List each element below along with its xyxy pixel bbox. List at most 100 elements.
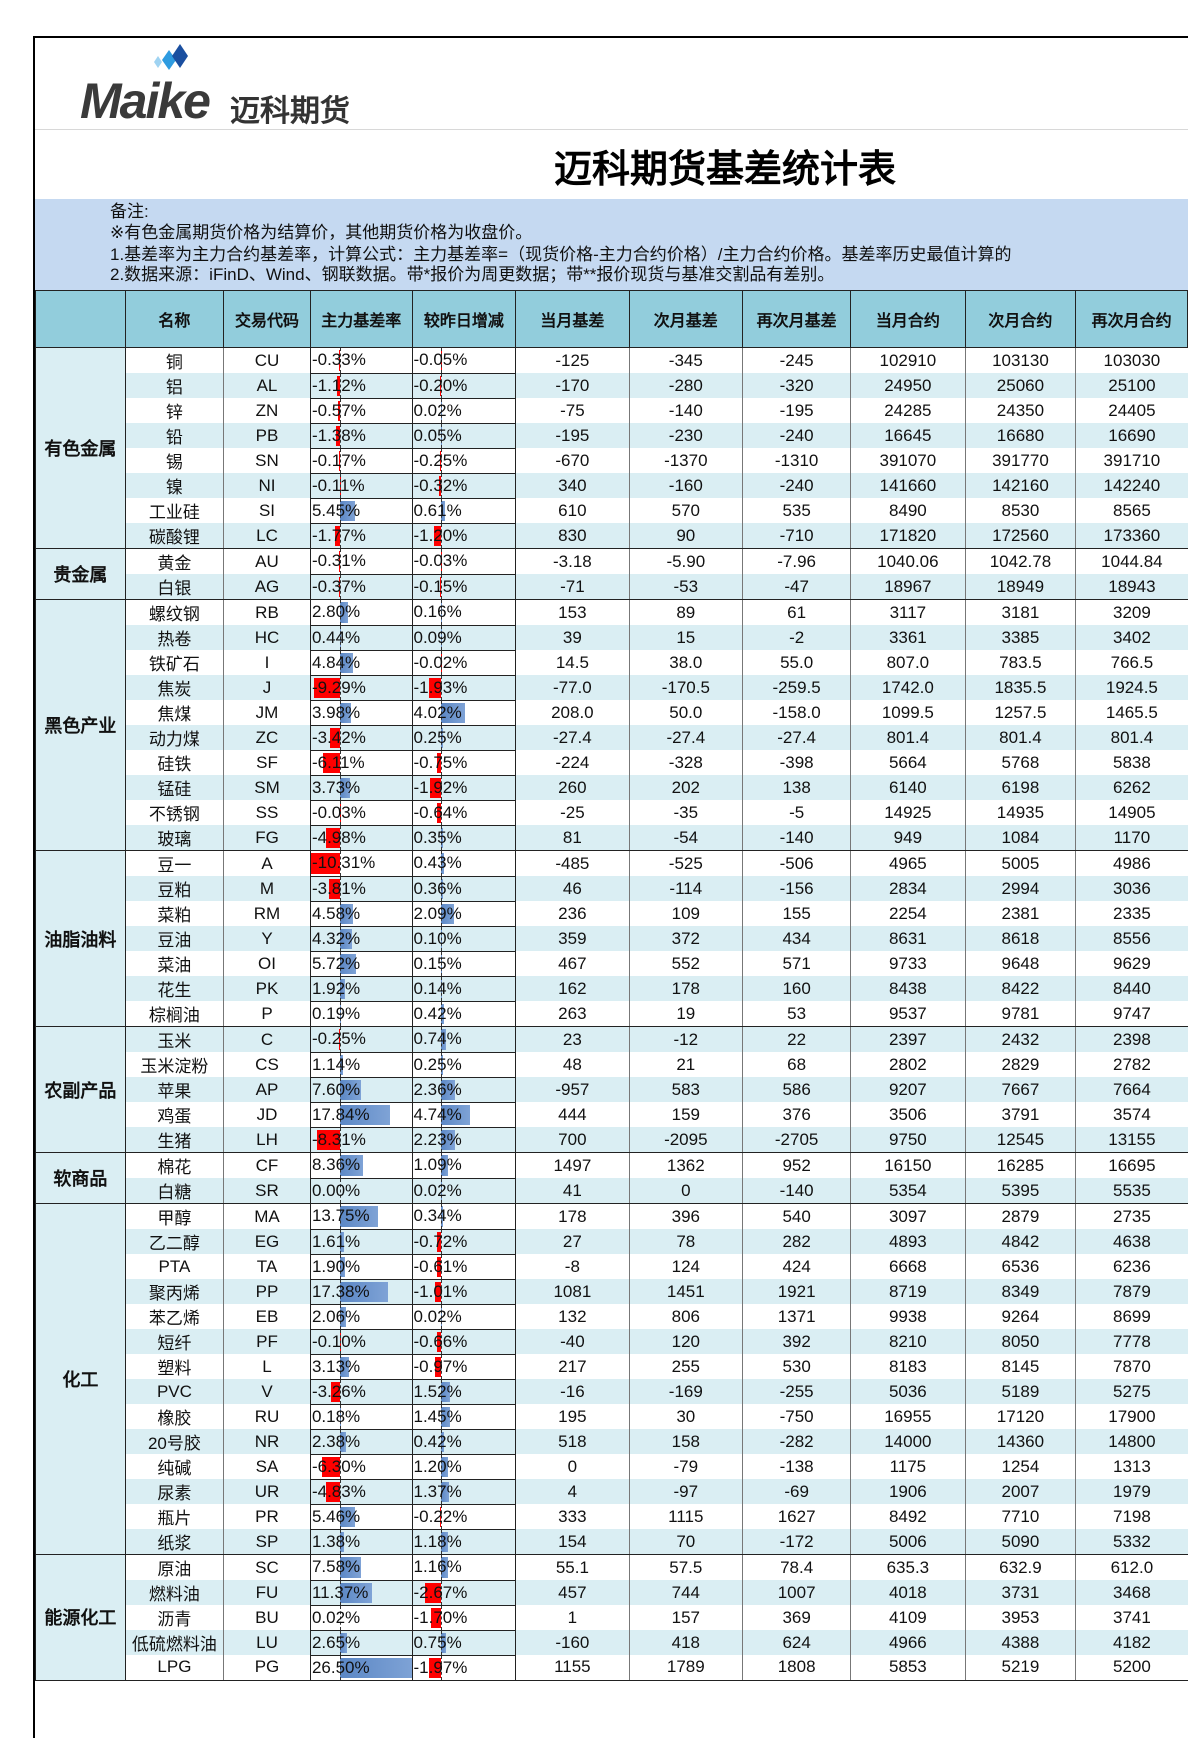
value-text: 3.98% xyxy=(312,703,360,722)
daily-change-cell: -0.05% xyxy=(412,348,516,374)
code-cell: FG xyxy=(224,825,311,851)
next-month-contract-cell: 5768 xyxy=(965,750,1076,775)
code-cell: AL xyxy=(224,373,311,398)
daily-change-cell: 0.34% xyxy=(412,1204,516,1230)
main-basis-rate-cell: 2.38% xyxy=(310,1429,412,1454)
current-month-contract-cell: 141660 xyxy=(851,473,965,498)
value-text: -2.67% xyxy=(414,1583,468,1602)
current-month-contract-cell: 16150 xyxy=(851,1153,965,1179)
main-basis-rate-cell: -9.29% xyxy=(310,675,412,700)
current-month-basis-cell: 830 xyxy=(516,523,629,549)
code-cell: EG xyxy=(224,1229,311,1254)
third-month-basis-cell: -69 xyxy=(743,1479,851,1504)
main-basis-rate-cell: -10.31% xyxy=(310,851,412,877)
third-month-basis-cell: -140 xyxy=(743,1178,851,1204)
third-month-basis-cell: -245 xyxy=(743,348,851,374)
third-month-basis-cell: -750 xyxy=(743,1404,851,1429)
main-basis-rate-cell: 5.46% xyxy=(310,1504,412,1529)
daily-change-cell: 0.02% xyxy=(412,1178,516,1204)
column-header-third-month-contract: 再次月合约 xyxy=(1076,291,1188,348)
third-month-basis-cell: 392 xyxy=(743,1329,851,1354)
value-text: 0.16% xyxy=(414,602,462,621)
current-month-contract-cell: 391070 xyxy=(851,448,965,473)
current-month-basis-cell: 1 xyxy=(516,1605,629,1630)
next-month-basis-cell: -280 xyxy=(629,373,743,398)
next-month-basis-cell: 1362 xyxy=(629,1153,743,1179)
daily-change-cell: -1.70% xyxy=(412,1605,516,1630)
next-month-basis-cell: 372 xyxy=(629,926,743,951)
third-month-contract-cell: 25100 xyxy=(1076,373,1188,398)
main-basis-rate-cell: 1.90% xyxy=(310,1254,412,1279)
current-month-contract-cell: 24950 xyxy=(851,373,965,398)
third-month-contract-cell: 103030 xyxy=(1076,348,1188,374)
next-month-basis-cell: 570 xyxy=(629,498,743,523)
third-month-contract-cell: 5275 xyxy=(1076,1379,1188,1404)
value-text: 0.75% xyxy=(414,1633,462,1652)
next-month-contract-cell: 16285 xyxy=(965,1153,1076,1179)
third-month-basis-cell: 1921 xyxy=(743,1279,851,1304)
next-month-basis-cell: -79 xyxy=(629,1454,743,1479)
third-month-basis-cell: 369 xyxy=(743,1605,851,1630)
next-month-contract-cell: 25060 xyxy=(965,373,1076,398)
main-basis-rate-cell: -0.17% xyxy=(310,448,412,473)
next-month-contract-cell: 14935 xyxy=(965,800,1076,825)
third-month-contract-cell: 1465.5 xyxy=(1076,700,1188,725)
current-month-contract-cell: 8183 xyxy=(851,1354,965,1379)
current-month-contract-cell: 8492 xyxy=(851,1504,965,1529)
third-month-contract-cell: 3402 xyxy=(1076,625,1188,650)
value-text: 0.42% xyxy=(414,1004,462,1023)
next-month-basis-cell: -27.4 xyxy=(629,725,743,750)
value-text: -0.61% xyxy=(414,1257,468,1276)
current-month-contract-cell: 8210 xyxy=(851,1329,965,1354)
category-cell: 黑色产业 xyxy=(36,600,126,851)
third-month-basis-cell: 78.4 xyxy=(743,1555,851,1581)
third-month-contract-cell: 3574 xyxy=(1076,1102,1188,1127)
value-text: 1.38% xyxy=(312,1532,360,1551)
third-month-basis-cell: -240 xyxy=(743,423,851,448)
name-cell: 不锈钢 xyxy=(125,800,223,825)
code-cell: ZN xyxy=(224,398,311,423)
third-month-contract-cell: 2782 xyxy=(1076,1052,1188,1077)
value-text: 2.23% xyxy=(414,1130,462,1149)
current-month-contract-cell: 9733 xyxy=(851,951,965,976)
third-month-contract-cell: 7778 xyxy=(1076,1329,1188,1354)
name-cell: 棕榈油 xyxy=(125,1001,223,1027)
third-month-contract-cell: 142240 xyxy=(1076,473,1188,498)
next-month-basis-cell: 57.5 xyxy=(629,1555,743,1581)
value-text: -0.66% xyxy=(414,1332,468,1351)
current-month-basis-cell: 195 xyxy=(516,1404,629,1429)
daily-change-cell: 0.42% xyxy=(412,1429,516,1454)
value-text: -1.12% xyxy=(312,376,366,395)
daily-change-cell: 0.35% xyxy=(412,825,516,851)
name-cell: 豆一 xyxy=(125,851,223,877)
current-month-basis-cell: 236 xyxy=(516,901,629,926)
third-month-contract-cell: 3036 xyxy=(1076,876,1188,901)
value-text: 1.92% xyxy=(312,979,360,998)
current-month-contract-cell: 1099.5 xyxy=(851,700,965,725)
name-cell: 铅 xyxy=(125,423,223,448)
third-month-contract-cell: 173360 xyxy=(1076,523,1188,549)
third-month-contract-cell: 16695 xyxy=(1076,1153,1188,1179)
current-month-basis-cell: -170 xyxy=(516,373,629,398)
page-title: 迈科期货基差统计表 xyxy=(35,138,1188,193)
main-basis-rate-cell: -1.38% xyxy=(310,423,412,448)
next-month-basis-cell: -2095 xyxy=(629,1127,743,1153)
category-cell: 化工 xyxy=(36,1204,126,1555)
next-month-contract-cell: 8349 xyxy=(965,1279,1076,1304)
value-text: 4.84% xyxy=(312,653,360,672)
main-basis-rate-cell: -8.31% xyxy=(310,1127,412,1153)
value-text: 1.20% xyxy=(414,1457,462,1476)
next-month-contract-cell: 1835.5 xyxy=(965,675,1076,700)
current-month-basis-cell: 81 xyxy=(516,825,629,851)
main-basis-rate-cell: 1.61% xyxy=(310,1229,412,1254)
next-month-contract-cell: 142160 xyxy=(965,473,1076,498)
third-month-contract-cell: 16690 xyxy=(1076,423,1188,448)
current-month-basis-cell: 178 xyxy=(516,1204,629,1230)
